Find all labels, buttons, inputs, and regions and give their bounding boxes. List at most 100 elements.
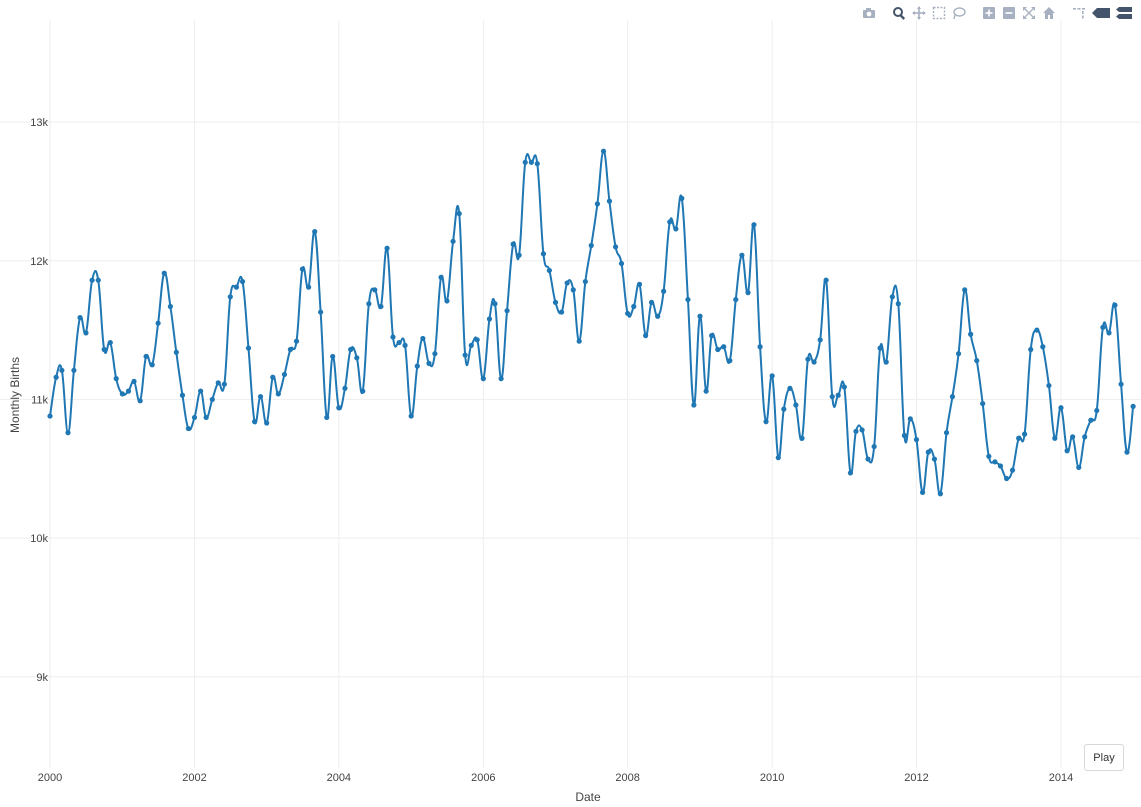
box-select-icon[interactable] bbox=[931, 5, 947, 21]
data-point[interactable] bbox=[456, 211, 462, 217]
data-point[interactable] bbox=[769, 373, 775, 379]
data-point[interactable] bbox=[420, 335, 426, 342]
data-point[interactable] bbox=[47, 413, 53, 419]
zoom-icon[interactable] bbox=[891, 5, 907, 21]
data-point[interactable] bbox=[270, 374, 276, 380]
data-point[interactable] bbox=[667, 219, 673, 225]
data-point[interactable] bbox=[570, 287, 576, 293]
data-point[interactable] bbox=[59, 367, 65, 373]
data-point[interactable] bbox=[245, 345, 252, 351]
data-point[interactable] bbox=[1028, 346, 1034, 353]
data-point[interactable] bbox=[516, 252, 522, 258]
data-point[interactable] bbox=[715, 346, 721, 353]
data-point[interactable] bbox=[486, 316, 493, 322]
data-point[interactable] bbox=[883, 359, 889, 365]
data-point[interactable] bbox=[215, 380, 221, 386]
data-point[interactable] bbox=[871, 443, 877, 450]
data-point[interactable] bbox=[504, 308, 510, 314]
data-point[interactable] bbox=[1088, 417, 1094, 423]
data-point[interactable] bbox=[1124, 449, 1130, 455]
data-point[interactable] bbox=[143, 353, 149, 360]
data-point[interactable] bbox=[600, 148, 607, 154]
data-point[interactable] bbox=[1130, 403, 1136, 409]
data-point[interactable] bbox=[793, 402, 799, 408]
data-point[interactable] bbox=[173, 349, 179, 355]
data-point[interactable] bbox=[390, 334, 396, 340]
data-point[interactable] bbox=[312, 229, 318, 235]
data-point[interactable] bbox=[203, 414, 209, 421]
data-point[interactable] bbox=[414, 363, 420, 369]
data-point[interactable] bbox=[655, 313, 661, 319]
data-point[interactable] bbox=[546, 267, 552, 274]
data-point[interactable] bbox=[606, 198, 613, 204]
data-point[interactable] bbox=[841, 384, 847, 390]
data-point[interactable] bbox=[264, 420, 270, 426]
data-point[interactable] bbox=[823, 277, 829, 283]
data-point[interactable] bbox=[498, 376, 504, 382]
data-point[interactable] bbox=[703, 388, 709, 394]
data-point[interactable] bbox=[685, 296, 691, 303]
data-point[interactable] bbox=[811, 359, 817, 365]
data-point[interactable] bbox=[787, 385, 793, 391]
data-point[interactable] bbox=[233, 284, 240, 290]
data-point[interactable] bbox=[89, 277, 95, 283]
data-point[interactable] bbox=[552, 299, 559, 305]
data-point[interactable] bbox=[594, 201, 601, 207]
data-point[interactable] bbox=[125, 388, 132, 394]
data-point[interactable] bbox=[1118, 381, 1124, 387]
data-point[interactable] bbox=[992, 459, 998, 465]
data-point[interactable] bbox=[835, 392, 841, 398]
data-point[interactable] bbox=[209, 396, 215, 403]
data-point[interactable] bbox=[83, 330, 89, 336]
data-point[interactable] bbox=[643, 333, 649, 339]
data-point[interactable] bbox=[733, 296, 739, 303]
data-point[interactable] bbox=[859, 427, 865, 433]
data-point[interactable] bbox=[119, 391, 125, 397]
data-point[interactable] bbox=[191, 414, 198, 421]
data-point[interactable] bbox=[257, 394, 264, 400]
data-point[interactable] bbox=[1076, 464, 1082, 470]
data-point[interactable] bbox=[198, 388, 204, 394]
zoom-out-icon[interactable] bbox=[1001, 5, 1017, 21]
data-point[interactable] bbox=[679, 195, 685, 201]
data-point[interactable] bbox=[889, 294, 895, 300]
data-point[interactable] bbox=[492, 301, 498, 307]
data-point[interactable] bbox=[450, 238, 456, 244]
data-point[interactable] bbox=[937, 491, 943, 497]
play-button[interactable]: Play bbox=[1084, 744, 1124, 771]
data-point[interactable] bbox=[101, 346, 107, 353]
data-point[interactable] bbox=[438, 274, 444, 280]
data-point[interactable] bbox=[149, 362, 155, 368]
data-point[interactable] bbox=[480, 376, 486, 382]
data-point[interactable] bbox=[1040, 344, 1046, 350]
data-point[interactable] bbox=[691, 402, 697, 408]
data-point[interactable] bbox=[540, 251, 547, 257]
data-point[interactable] bbox=[913, 437, 920, 443]
data-point[interactable] bbox=[474, 337, 480, 343]
data-point[interactable] bbox=[925, 449, 931, 455]
data-point[interactable] bbox=[287, 346, 293, 353]
data-point[interactable] bbox=[71, 367, 77, 373]
data-point[interactable] bbox=[962, 287, 968, 293]
data-point[interactable] bbox=[895, 301, 901, 307]
data-point[interactable] bbox=[986, 453, 992, 459]
data-point[interactable] bbox=[576, 338, 582, 344]
data-point[interactable] bbox=[865, 456, 871, 462]
data-point[interactable] bbox=[53, 374, 59, 380]
data-point[interactable] bbox=[227, 294, 233, 300]
data-point[interactable] bbox=[949, 394, 956, 400]
data-point[interactable] bbox=[697, 313, 703, 319]
data-point[interactable] bbox=[853, 428, 859, 434]
data-point[interactable] bbox=[648, 299, 655, 305]
data-point[interactable] bbox=[354, 355, 360, 361]
data-point[interactable] bbox=[185, 425, 191, 432]
data-point[interactable] bbox=[721, 344, 727, 350]
data-point[interactable] bbox=[564, 280, 570, 286]
data-point[interactable] bbox=[426, 360, 432, 366]
data-point[interactable] bbox=[402, 342, 408, 348]
data-point[interactable] bbox=[751, 222, 757, 228]
data-point[interactable] bbox=[107, 339, 113, 346]
data-point[interactable] bbox=[763, 419, 769, 425]
data-point[interactable] bbox=[727, 358, 733, 364]
data-point[interactable] bbox=[1112, 302, 1118, 308]
